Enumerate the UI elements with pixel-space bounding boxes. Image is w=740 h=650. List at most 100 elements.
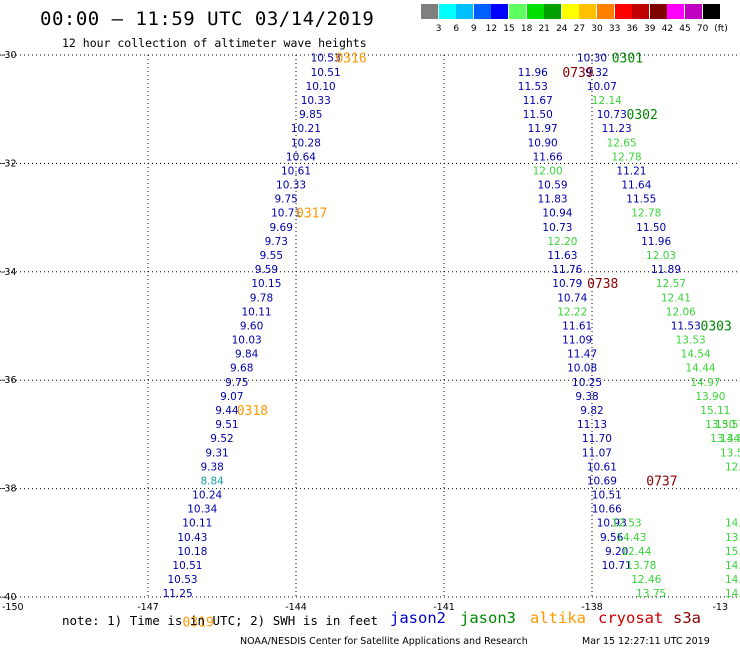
y-tick-label: -36 [1, 375, 17, 386]
color-swatch [491, 4, 509, 19]
wave-height-label: 15.11 [700, 405, 730, 417]
satellite-legend-jason2: jason2 [390, 609, 446, 627]
color-scale-label: 12 [485, 24, 498, 34]
wave-height-label: 10.90 [528, 137, 558, 149]
wave-height-label: 9.55 [260, 250, 283, 262]
wave-height-label: 11.23 [602, 123, 632, 135]
wave-height-label: 10.18 [177, 546, 207, 558]
wave-height-label: 10.59 [538, 180, 568, 192]
wave-height-label: 12.46 [631, 574, 661, 586]
y-tick-label: -30 [1, 50, 17, 61]
wave-height-label: 13.53 [676, 335, 706, 347]
wave-height-label: 9.78 [250, 292, 273, 304]
wave-height-label: 10.94 [542, 208, 572, 220]
wave-height-label: 10.30 [577, 53, 607, 65]
wave-height-label: 9.51 [215, 419, 238, 431]
wave-height-label: 10.61 [281, 165, 311, 177]
wave-height-label: 11.97 [528, 123, 558, 135]
wave-height-label: 10.66 [592, 504, 622, 516]
wave-height-label: 11.50 [636, 222, 666, 234]
wave-height-label: 10.34 [187, 504, 217, 516]
wave-height-label: 12.20 [547, 236, 577, 248]
wave-height-label: 12.65 [607, 137, 637, 149]
wave-height-label: 10.43 [177, 532, 207, 544]
wave-height-label: 11.89 [651, 264, 681, 276]
color-scale-label: 30 [591, 24, 603, 34]
wave-height-label: 14.54 [681, 349, 711, 361]
color-scale-label: 39 [644, 24, 656, 34]
wave-height-label: 9.07 [220, 391, 243, 403]
wave-height-label: 10.51 [172, 560, 202, 572]
wave-height-label: 10.11 [182, 518, 212, 530]
y-tick-label: -32 [1, 158, 17, 169]
wave-height-label: 10.24 [192, 490, 222, 502]
y-tick-label: -34 [1, 267, 17, 278]
wave-height-label: 10.71 [271, 208, 301, 220]
wave-height-label: 12.00 [533, 165, 563, 177]
wave-height-label: 11.21 [616, 165, 646, 177]
color-swatch [597, 4, 614, 19]
wave-height-label: 10.21 [291, 123, 321, 135]
color-scale-label: 6 [453, 24, 460, 34]
color-swatch [438, 4, 456, 19]
wave-height-label: 14.97 [690, 377, 720, 389]
color-scale-label: 70 [696, 24, 709, 34]
generated-timestamp: Mar 15 12:27:11 UTC 2019 [582, 636, 710, 647]
wave-height-label: 11.70 [582, 433, 612, 445]
wave-height-label: 10.33 [276, 180, 306, 192]
color-scale-label: 27 [573, 24, 586, 34]
y-tick-label: -38 [1, 484, 17, 495]
wave-height-label: 12.78 [612, 151, 642, 163]
time-label: 0302 [627, 108, 658, 123]
wave-height-label: 13.50 [705, 419, 735, 431]
wave-height-label: 11.83 [538, 194, 568, 206]
wave-height-label: 12.06 [666, 306, 696, 318]
wave-height-label: 9.52 [210, 433, 233, 445]
chart-title: 00:00 — 11:59 UTC 03/14/2019 [40, 8, 375, 30]
color-scale-label: 18 [520, 24, 533, 34]
wave-height-label: 10.10 [306, 81, 336, 93]
time-label: 0317 [296, 207, 327, 222]
x-tick-label: -150 [2, 602, 24, 613]
color-scale-label: 21 [538, 24, 550, 34]
color-scale-label: 36 [626, 24, 638, 34]
color-scale-label: 9 [470, 24, 477, 34]
wave-height-label: 11.53 [518, 81, 548, 93]
wave-height-label: 9.56 [600, 532, 624, 544]
wave-height-label: 9.60 [240, 320, 263, 332]
x-tick-label: -147 [137, 602, 159, 613]
wave-height-label: 13.90 [695, 391, 725, 403]
chart-subtitle: 12 hour collection of altimeter wave hei… [62, 36, 367, 50]
color-swatch [526, 4, 544, 19]
wave-height-label: 10.15 [251, 278, 281, 290]
wave-height-label: 10.33 [301, 95, 331, 107]
wave-height-label: 10.79 [552, 278, 582, 290]
color-swatch [579, 4, 597, 19]
time-label: 0301 [612, 52, 643, 67]
wave-height-label: 10.73 [542, 222, 572, 234]
color-swatch [685, 4, 702, 19]
satellite-legend-jason3: jason3 [460, 609, 516, 627]
wave-height-label: 13.34 [710, 433, 740, 445]
wave-height-label: 14.74 [725, 574, 740, 586]
color-scale-label: 45 [679, 24, 691, 34]
wave-height-label: 11.47 [567, 349, 597, 361]
wave-height-label: 12.53 [612, 518, 642, 530]
wave-height-label: 10.51 [311, 67, 341, 79]
wave-height-label: 13.55 [720, 447, 740, 459]
time-label: 0739 [562, 66, 593, 81]
color-swatch [421, 4, 438, 19]
wave-height-label: 10.11 [242, 306, 272, 318]
time-label: 0316 [335, 52, 366, 67]
x-tick-label: -144 [285, 602, 307, 613]
wave-height-label: 10.28 [291, 137, 321, 149]
x-tick-label: -138 [581, 602, 603, 613]
wave-height-label: 10.53 [168, 574, 198, 586]
wave-height-label: 11.76 [552, 264, 582, 276]
satellite-legend-altika: altika [530, 609, 586, 627]
wave-height-label: 10.73 [597, 109, 627, 121]
color-swatch [614, 4, 632, 19]
wave-height-label: 14.87 [725, 588, 740, 600]
color-swatch [544, 4, 562, 19]
wave-height-label: 10.74 [557, 292, 587, 304]
